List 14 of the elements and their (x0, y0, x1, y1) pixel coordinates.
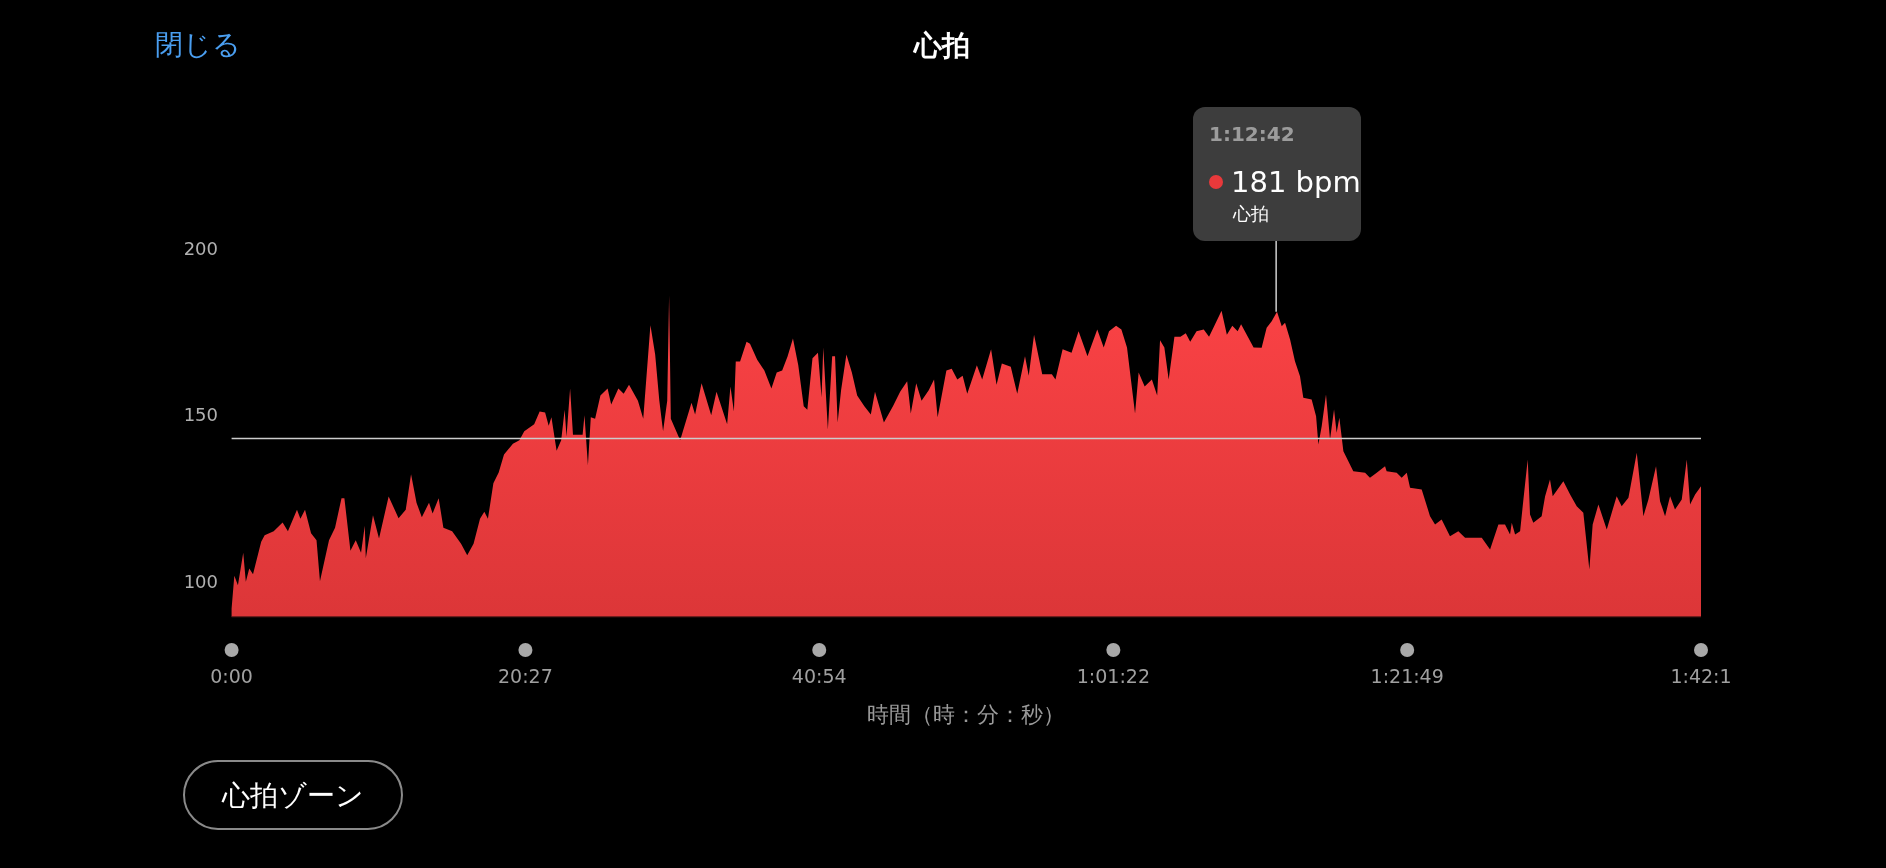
y-tick-label: 200 (183, 237, 218, 259)
x-tick-label: 1:01:22 (1076, 665, 1150, 687)
chart-title: 心拍 (912, 29, 970, 62)
annotation: 1:12:42 181 bpm 心拍 (1209, 122, 1361, 224)
x-axis-title: 時間（時：分：秒） (867, 702, 1065, 727)
pill-button: 心拍ゾーン (183, 760, 403, 830)
x-tick-label: 1:21:49 (1370, 665, 1444, 687)
y-tick-label: 150 (183, 404, 218, 426)
x-tick-label: 0:00 (210, 665, 253, 687)
x-tick-label: 1:42:1 (1670, 665, 1732, 687)
text: 閉じる (155, 28, 241, 61)
x-tick-label: 20:27 (498, 665, 553, 687)
x-tick-label: 40:54 (791, 665, 847, 687)
y-tick-label: 100 (183, 571, 218, 593)
